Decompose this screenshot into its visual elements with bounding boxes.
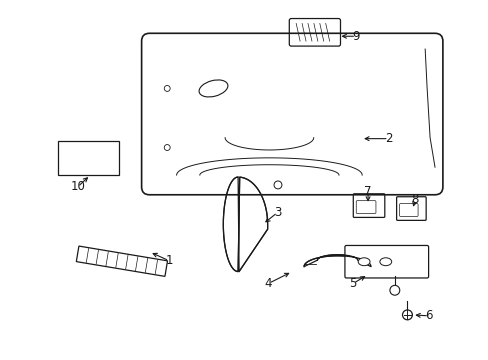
Text: 8: 8 — [411, 193, 418, 206]
FancyBboxPatch shape — [289, 18, 340, 46]
Polygon shape — [223, 177, 267, 271]
Text: 5: 5 — [349, 277, 356, 290]
Circle shape — [273, 181, 282, 189]
FancyBboxPatch shape — [396, 197, 425, 220]
Polygon shape — [76, 246, 167, 276]
Ellipse shape — [379, 258, 391, 266]
Bar — [58, 141, 119, 175]
Text: 7: 7 — [364, 185, 371, 198]
Text: 9: 9 — [352, 30, 359, 43]
Polygon shape — [304, 255, 370, 267]
FancyBboxPatch shape — [399, 204, 417, 216]
FancyBboxPatch shape — [356, 201, 375, 213]
Text: 4: 4 — [264, 277, 272, 290]
FancyBboxPatch shape — [344, 246, 428, 278]
Text: 2: 2 — [384, 132, 392, 145]
Text: 3: 3 — [273, 206, 281, 219]
Text: 6: 6 — [425, 309, 432, 322]
Ellipse shape — [358, 258, 369, 266]
FancyBboxPatch shape — [352, 194, 384, 217]
Circle shape — [402, 310, 411, 320]
Text: 10: 10 — [70, 180, 85, 193]
Text: 1: 1 — [165, 254, 173, 267]
Circle shape — [389, 285, 399, 295]
